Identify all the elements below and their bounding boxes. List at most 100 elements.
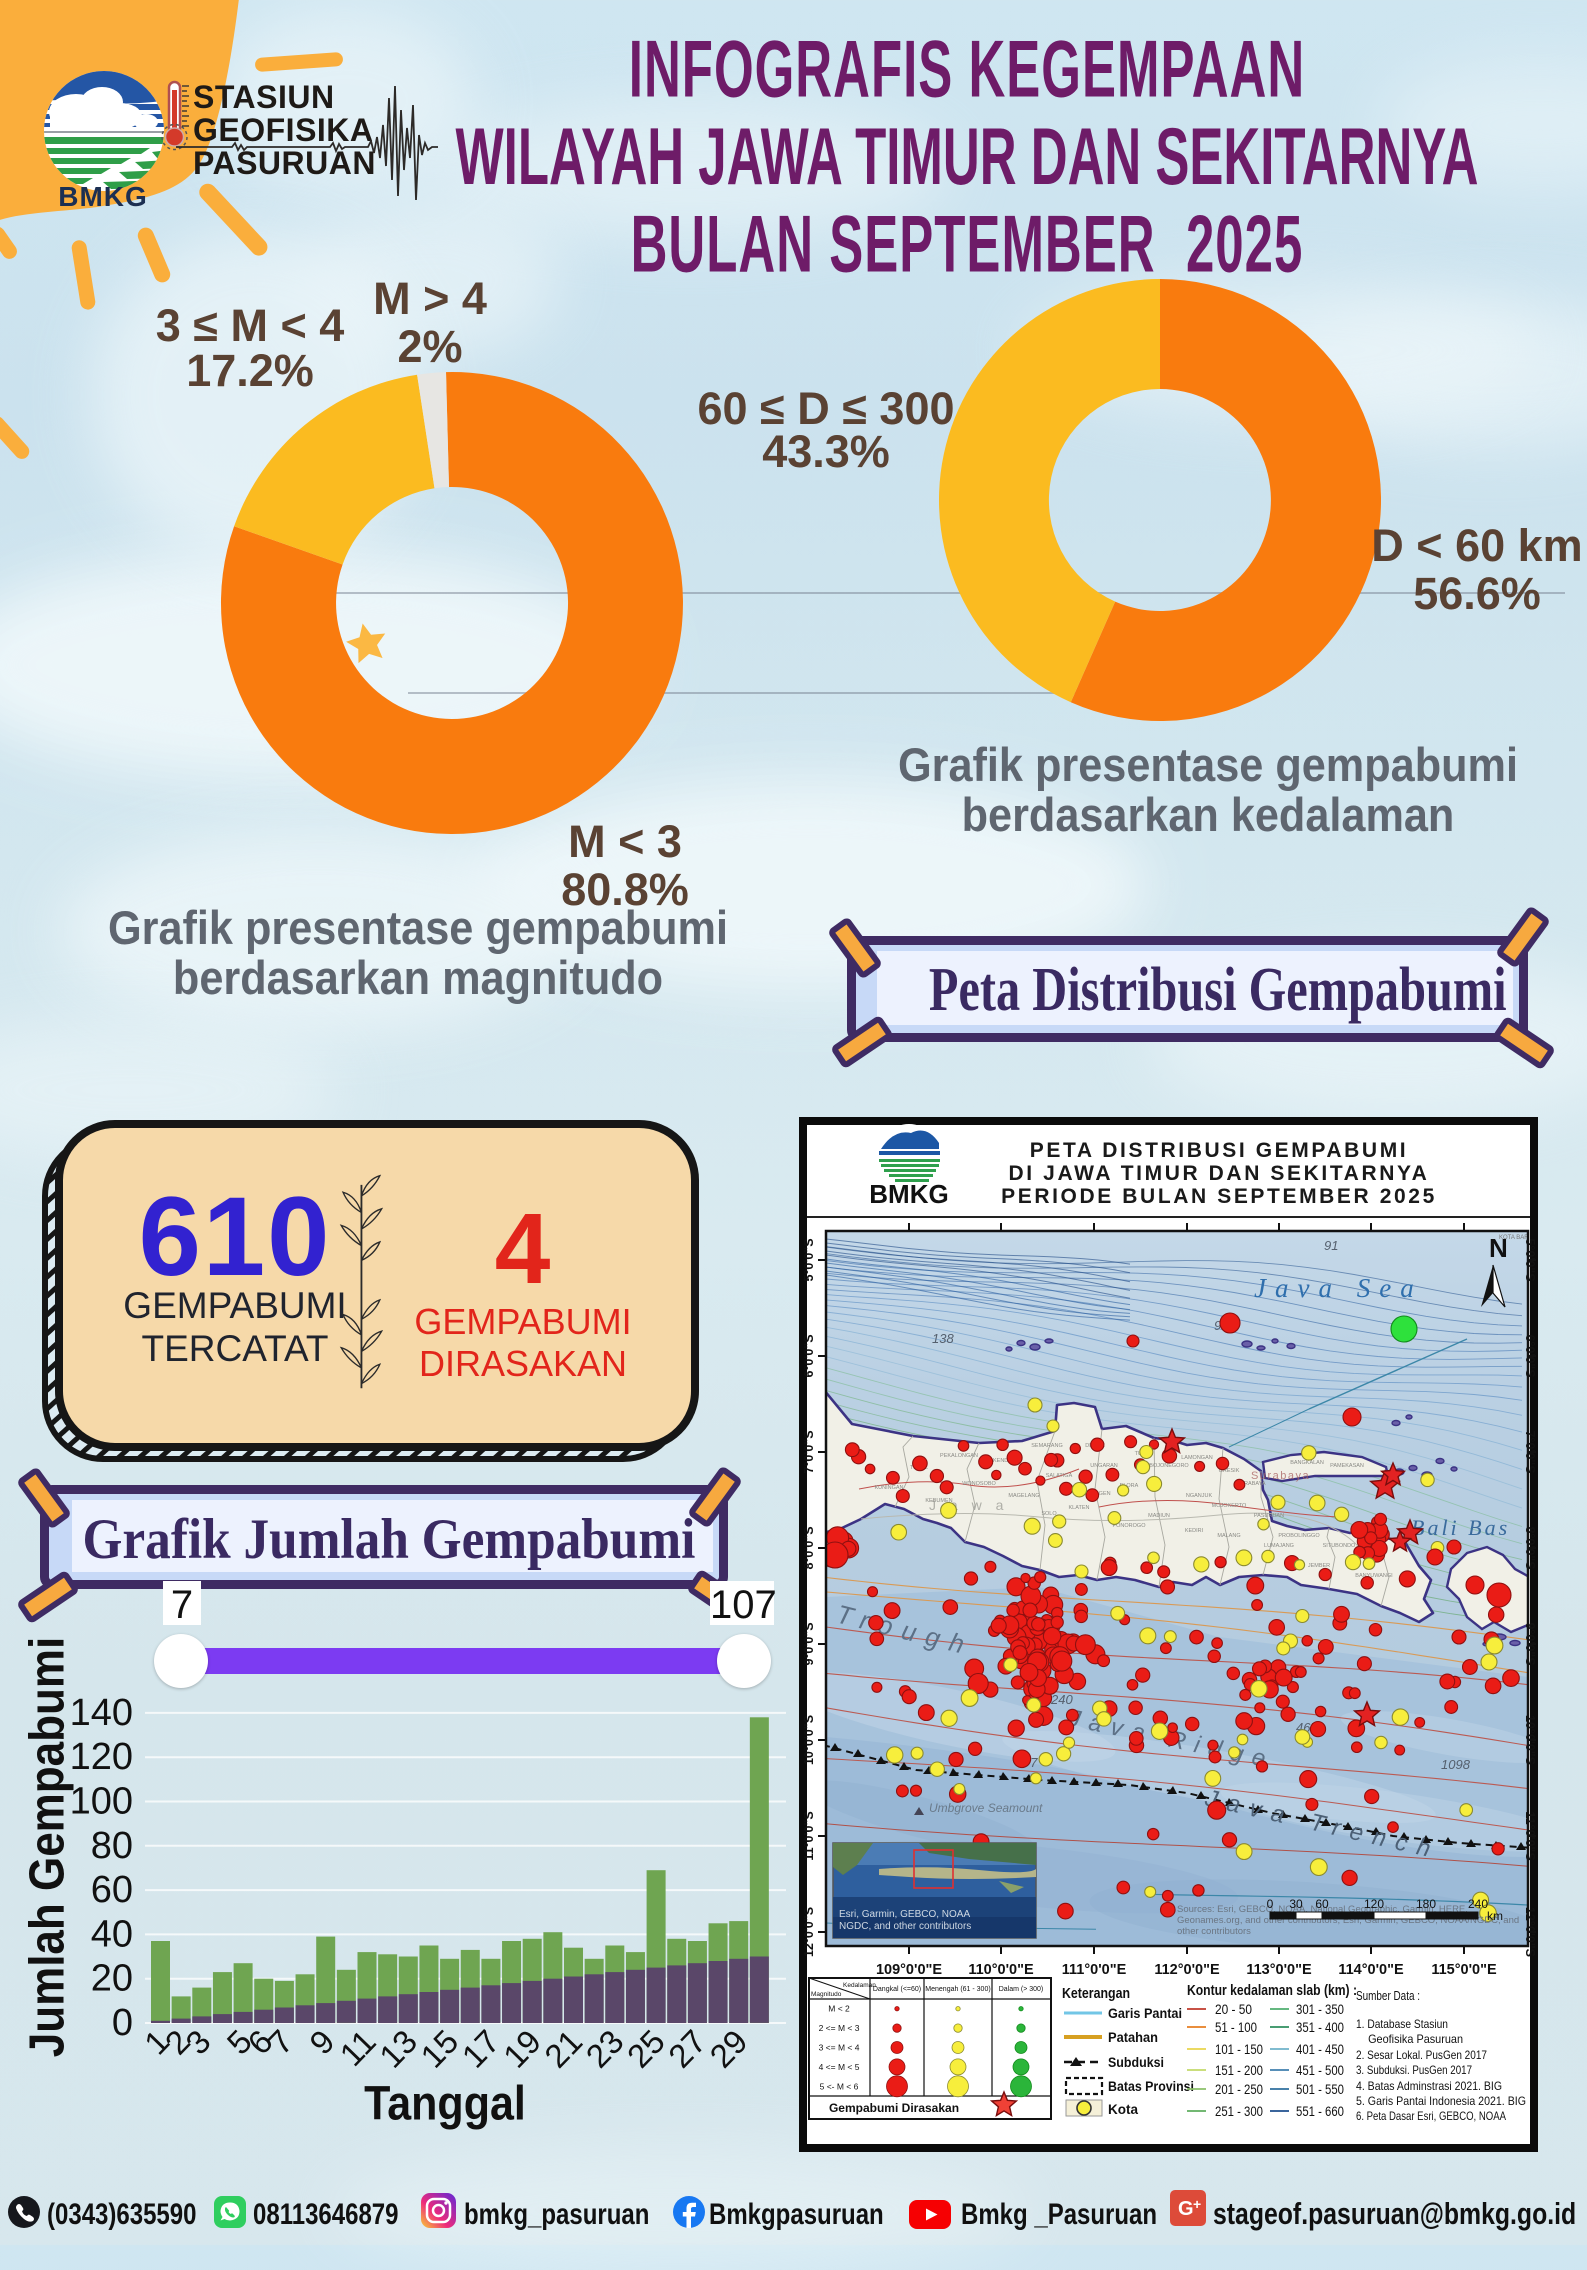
svg-text:LUMAJANG: LUMAJANG (1264, 1543, 1294, 1549)
svg-text:STASIUN: STASIUN (193, 79, 335, 115)
svg-text:Subduksi: Subduksi (1108, 2055, 1164, 2070)
svg-text:DI JAWA TIMUR DAN SEKITARNYA: DI JAWA TIMUR DAN SEKITARNYA (1009, 1162, 1430, 1185)
svg-text:Dalam (> 300): Dalam (> 300) (999, 1986, 1044, 1993)
svg-text:11°0'0"S: 11°0'0"S (802, 1811, 816, 1860)
svg-text:138: 138 (932, 1331, 954, 1346)
svg-text:PASURUAN: PASURUAN (1254, 1513, 1284, 1519)
svg-text:BMKG: BMKG (58, 181, 148, 212)
svg-text:10°0'0"S: 10°0'0"S (802, 1715, 816, 1765)
svg-text:Batas Provinsi: Batas Provinsi (1108, 2079, 1194, 2094)
svg-text:9°0'0"S: 9°0'0"S (1523, 1622, 1537, 1665)
svg-text:401 - 450: 401 - 450 (1296, 2042, 1344, 2057)
svg-text:MALANG: MALANG (1217, 1533, 1240, 1539)
svg-text:120: 120 (1364, 1897, 1384, 1911)
svg-text:551 - 660: 551 - 660 (1296, 2104, 1344, 2119)
svg-text:7°0'0"S: 7°0'0"S (802, 1430, 816, 1473)
svg-text:0: 0 (1267, 1897, 1274, 1911)
svg-text:4. Batas Adminstrasi 2021. BIG: 4. Batas Adminstrasi 2021. BIG (1356, 2079, 1502, 2093)
svg-text:KUNINGAN: KUNINGAN (874, 1485, 903, 1491)
svg-text:Umbgrove Seamount: Umbgrove Seamount (929, 1801, 1043, 1815)
svg-text:6°0'0"S: 6°0'0"S (802, 1334, 816, 1377)
svg-text:GEOFISIKA: GEOFISIKA (193, 112, 374, 148)
svg-text:Garis Pantai: Garis Pantai (1108, 2006, 1182, 2021)
svg-text:112°0'0"E: 112°0'0"E (1154, 1962, 1220, 1978)
svg-text:MAGELANG: MAGELANG (1008, 1493, 1039, 1499)
svg-text:Esri, Garmin, GEBCO, NOAA: Esri, Garmin, GEBCO, NOAA (839, 1909, 970, 1920)
svg-text:KENDAL: KENDAL (993, 1458, 1015, 1464)
svg-text:140: 140 (70, 1692, 133, 1734)
svg-text:12°0'0"S: 12°0'0"S (1523, 1907, 1537, 1957)
svg-text:110°0'0"E: 110°0'0"E (968, 1962, 1034, 1978)
svg-text:3. Subduksi. PusGen 2017: 3. Subduksi. PusGen 2017 (1356, 2063, 1472, 2077)
svg-text:5°0'0"S: 5°0'0"S (802, 1238, 816, 1281)
svg-text:NGDC, and other contributors: NGDC, and other contributors (839, 1921, 971, 1932)
svg-text:2 <= M < 3: 2 <= M < 3 (819, 2023, 860, 2033)
svg-text:BLORA: BLORA (1120, 1483, 1139, 1489)
svg-text:240: 240 (1050, 1692, 1073, 1707)
svg-text:BOJONEGORO: BOJONEGORO (1149, 1463, 1189, 1469)
svg-text:251 - 300: 251 - 300 (1215, 2104, 1263, 2119)
svg-text:5. Garis Pantai Indonesia 2021: 5. Garis Pantai Indonesia 2021. BIG (1356, 2094, 1526, 2108)
svg-text:30: 30 (1289, 1897, 1303, 1911)
svg-text:SURABAYA: SURABAYA (1236, 1481, 1265, 1487)
svg-text:7°0'0"S: 7°0'0"S (1523, 1430, 1537, 1473)
svg-text:Sources: Esri, GEBCO, NOAA, Na: Sources: Esri, GEBCO, NOAA, National Geo… (1177, 1904, 1468, 1915)
svg-text:5°0'0"S: 5°0'0"S (1523, 1238, 1537, 1281)
svg-text:PERIODE BULAN SEPTEMBER 2025: PERIODE BULAN SEPTEMBER 2025 (1001, 1185, 1437, 1208)
svg-text:113°0'0"E: 113°0'0"E (1246, 1962, 1312, 1978)
svg-text:115°0'0"E: 115°0'0"E (1431, 1962, 1497, 1978)
svg-text:2. Sesar Lokal. PusGen 2017: 2. Sesar Lokal. PusGen 2017 (1356, 2048, 1487, 2062)
svg-text:20 - 50: 20 - 50 (1215, 2002, 1252, 2017)
svg-text:SALATIGA: SALATIGA (1046, 1473, 1073, 1479)
svg-text:KEDIRI: KEDIRI (1185, 1528, 1204, 1534)
svg-text:101 - 150: 101 - 150 (1215, 2042, 1263, 2057)
svg-text:80: 80 (91, 1825, 133, 1867)
svg-text:29: 29 (702, 2023, 754, 2075)
svg-text:114°0'0"E: 114°0'0"E (1338, 1962, 1404, 1978)
svg-text:111°0'0"E: 111°0'0"E (1062, 1962, 1127, 1978)
svg-text:Kota: Kota (1108, 2102, 1138, 2117)
svg-text:Bali Bas: Bali Bas (1411, 1515, 1510, 1540)
svg-text:5 <- M < 6: 5 <- M < 6 (820, 2081, 859, 2091)
svg-text:WONOSOBO: WONOSOBO (962, 1481, 996, 1487)
svg-text:8°0'0"S: 8°0'0"S (802, 1526, 816, 1569)
svg-text:10°0'0"S: 10°0'0"S (1523, 1715, 1537, 1765)
svg-text:60: 60 (1315, 1897, 1329, 1911)
svg-text:1. Database Stasiun: 1. Database Stasiun (1356, 2017, 1448, 2031)
svg-text:N: N (1489, 1233, 1508, 1263)
svg-text:12°0'0"S: 12°0'0"S (802, 1907, 816, 1957)
svg-text:151 - 200: 151 - 200 (1215, 2063, 1263, 2078)
svg-text:Patahan: Patahan (1108, 2030, 1158, 2045)
svg-text:4 <= M < 5: 4 <= M < 5 (819, 2062, 860, 2072)
svg-text:PASURUAN: PASURUAN (193, 145, 376, 181)
svg-text:11°0'0"S: 11°0'0"S (1523, 1811, 1537, 1860)
svg-text:0: 0 (112, 2002, 133, 2044)
svg-text:PROBOLINGGO: PROBOLINGGO (1278, 1533, 1320, 1539)
svg-text:Dangkal (<=60): Dangkal (<=60) (873, 1986, 921, 1993)
svg-text:Kontur kedalaman slab (km) :: Kontur kedalaman slab (km) : (1187, 1982, 1357, 1999)
svg-text:8°0'0"S: 8°0'0"S (1523, 1526, 1537, 1569)
svg-text:40: 40 (91, 1913, 133, 1955)
svg-text:Menengah (61 - 300): Menengah (61 - 300) (925, 1986, 990, 1993)
svg-text:KEBUMEN: KEBUMEN (925, 1498, 952, 1504)
svg-text:Gempabumi Dirasakan: Gempabumi Dirasakan (829, 2101, 959, 2115)
svg-text:UNGARAN: UNGARAN (1090, 1463, 1118, 1469)
svg-text:NGANJUK: NGANJUK (1186, 1493, 1213, 1499)
svg-text:PETA DISTRIBUSI GEMPABUMI: PETA DISTRIBUSI GEMPABUMI (1030, 1139, 1408, 1162)
svg-text:km: km (1487, 1909, 1503, 1923)
svg-text:6°0'0"S: 6°0'0"S (1523, 1334, 1537, 1377)
svg-text:G: G (1178, 2198, 1194, 2220)
svg-text:240: 240 (1468, 1897, 1488, 1911)
svg-text:Surabaya: Surabaya (1251, 1470, 1310, 1482)
svg-text:91: 91 (1324, 1238, 1338, 1253)
svg-text:SITUBONDO: SITUBONDO (1323, 1543, 1356, 1549)
svg-text:Magnitudo: Magnitudo (811, 1991, 842, 1998)
svg-text:LAMONGAN: LAMONGAN (1181, 1455, 1213, 1461)
svg-text:20: 20 (91, 1958, 133, 2000)
svg-text:3 <= M < 4: 3 <= M < 4 (819, 2043, 860, 2053)
svg-text:PAMEKASAN: PAMEKASAN (1330, 1463, 1364, 1469)
svg-text:MADIUN: MADIUN (1148, 1513, 1170, 1519)
svg-text:Keterangan: Keterangan (1062, 1985, 1130, 2002)
svg-text:BANYUWANGI: BANYUWANGI (1355, 1573, 1393, 1579)
svg-text:KOTA BARU: KOTA BARU (1499, 1235, 1533, 1241)
